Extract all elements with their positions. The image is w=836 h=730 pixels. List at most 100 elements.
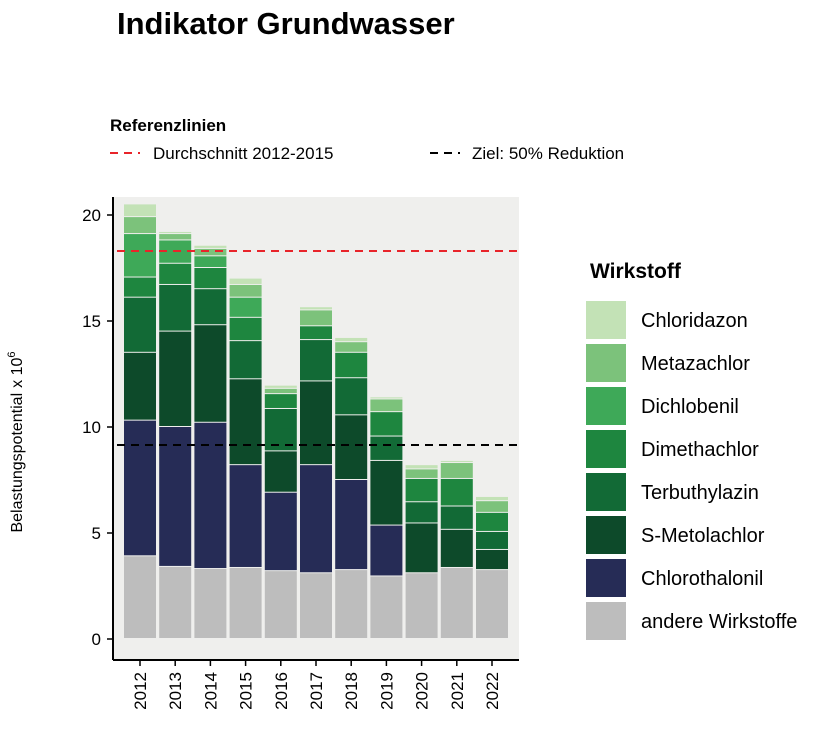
bar-segment (405, 465, 438, 469)
bar-segment (405, 502, 438, 523)
bar-segment (124, 277, 156, 297)
bar-segment (370, 436, 403, 460)
bar-segment (124, 297, 156, 352)
x-tick-label: 2019 (377, 672, 396, 710)
legend-swatch (586, 344, 626, 382)
y-tick-label: 20 (82, 206, 101, 225)
bar-segment (124, 217, 156, 234)
bar-segment (440, 478, 473, 506)
bar-segment (405, 478, 438, 502)
legend-label: Terbuthylazin (641, 482, 759, 504)
bar-segment (335, 378, 368, 415)
legend-swatch (586, 602, 626, 640)
bar-segment (370, 397, 403, 399)
bar-segment (335, 415, 368, 479)
legend-label: Dimethachlor (641, 439, 759, 461)
legend: Wirkstoff Chloridazon Metazachlor Dichlobe… (586, 260, 797, 640)
x-tick-label: 2022 (483, 672, 502, 710)
reference-target-label: Ziel: 50% Reduktion (472, 144, 624, 163)
y-axis-label: Belastungspotential x 106 (6, 351, 26, 532)
bar-segment (405, 573, 438, 638)
bar-segment (264, 492, 297, 571)
bar-segment (300, 307, 332, 310)
bar-segment (229, 278, 262, 284)
bar-segment (370, 460, 403, 525)
bar-segment (300, 573, 332, 638)
legend-swatch (586, 516, 626, 554)
legend-label: S-Metolachlor (641, 525, 765, 547)
bar-segment (194, 325, 227, 422)
bar-segment (229, 284, 262, 297)
legend-label: andere Wirkstoffe (641, 611, 797, 633)
bar-segment (370, 525, 403, 576)
bar-segment (124, 204, 156, 217)
bar-segment (440, 463, 473, 478)
bar-segment (440, 567, 473, 638)
bar-segment (124, 420, 156, 556)
bar-segment (300, 465, 332, 573)
legend-title: Wirkstoff (590, 260, 682, 283)
bar-segment (194, 245, 227, 248)
bar-segment (476, 496, 508, 501)
bar-segment (335, 570, 368, 638)
bar-segment (194, 256, 227, 267)
bar-segment (300, 381, 332, 465)
bar-segment (159, 331, 192, 426)
x-tick-label: 2021 (448, 672, 467, 710)
x-tick-label: 2017 (307, 672, 326, 710)
x-tick-label: 2020 (413, 672, 432, 710)
bar-segment (229, 465, 262, 567)
bar-segment (335, 480, 368, 570)
legend-swatch (586, 473, 626, 511)
bar-segment (264, 571, 297, 638)
bar-segment (335, 352, 368, 378)
bar-segment (229, 317, 262, 341)
bar-segment (300, 310, 332, 326)
bar-segment (300, 340, 332, 381)
bar-segment (476, 512, 508, 531)
bar-segment (159, 231, 192, 234)
reference-average-label: Durchschnitt 2012-2015 (153, 144, 334, 163)
bar-segment (194, 422, 227, 569)
x-tick-label: 2016 (272, 672, 291, 710)
bar-segment (159, 263, 192, 284)
legend-swatch (586, 559, 626, 597)
x-tick-label: 2014 (201, 672, 220, 710)
bar-segment (335, 342, 368, 352)
bar-segment (440, 460, 473, 463)
legend-label: Chlorothalonil (641, 568, 763, 590)
bar-segment (264, 408, 297, 451)
bar-segment (476, 531, 508, 549)
legend-swatch (586, 430, 626, 468)
reference-lines-legend: Referenzlinien Durchschnitt 2012-2015 Zi… (110, 116, 624, 163)
chart-title: Indikator Grundwasser (117, 6, 455, 41)
bar-segment (124, 556, 156, 638)
bar-segment (300, 326, 332, 340)
bar-segment (440, 506, 473, 529)
y-axis-label-text: Belastungspotential (9, 393, 26, 533)
plot-area: 0 5 10 15 20 2012 2013 2014 2015 2016 2017 2018 2019… (82, 197, 519, 710)
x-tick-label: 2018 (342, 672, 361, 710)
bar-segment (124, 234, 156, 277)
bar-segment (405, 469, 438, 478)
bar-segment (264, 388, 297, 394)
bar-segment (370, 399, 403, 412)
y-tick-label: 10 (82, 418, 101, 437)
y-tick-label: 0 (92, 630, 101, 649)
legend-swatch (586, 301, 626, 339)
y-tick-label: 15 (82, 312, 101, 331)
x-tick-label: 2012 (131, 672, 150, 710)
bar-segment (229, 297, 262, 317)
bar-segment (370, 576, 403, 638)
bar-segment (264, 385, 297, 388)
x-tick-label: 2015 (237, 672, 256, 710)
bar-segment (229, 341, 262, 379)
bar-segment (194, 268, 227, 289)
bar-segment (476, 570, 508, 638)
bar-segment (229, 567, 262, 638)
legend-label: Metazachlor (641, 353, 750, 375)
bar-segment (124, 352, 156, 420)
bar-segment (159, 234, 192, 240)
bar-segment (159, 427, 192, 566)
bar-segment (194, 248, 227, 256)
